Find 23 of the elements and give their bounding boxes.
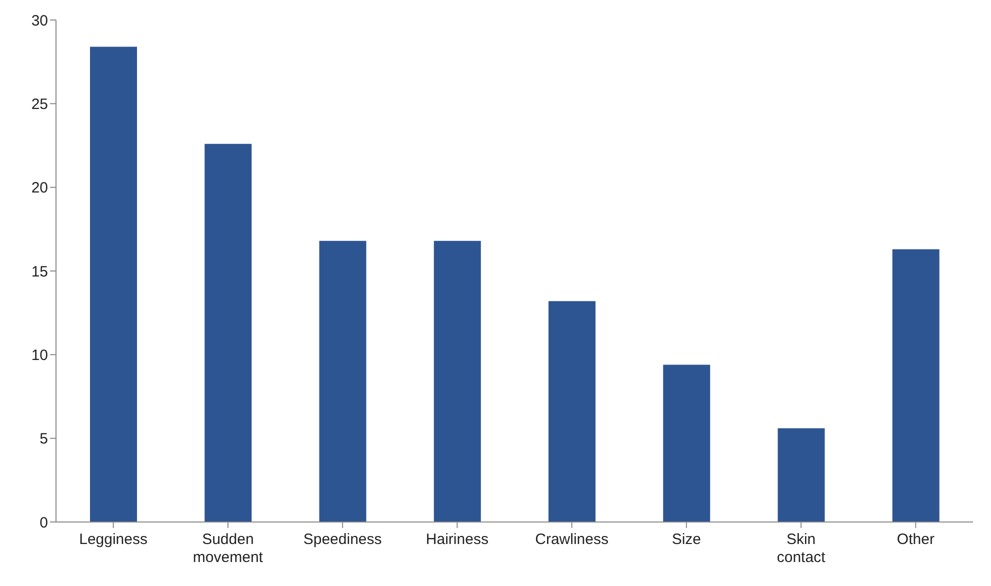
y-tick-label: 0 <box>40 514 48 532</box>
x-tick-label: Other <box>896 531 934 548</box>
bar <box>319 240 366 522</box>
bar <box>204 144 252 522</box>
y-tick-label: 20 <box>31 180 48 197</box>
bar <box>548 301 596 522</box>
x-tick-label: Crawliness <box>535 531 608 548</box>
bar <box>663 364 710 522</box>
bar <box>778 428 825 522</box>
x-tick-label: Skin contact <box>776 531 826 566</box>
x-tick-label: Legginess <box>79 531 148 548</box>
bar <box>434 240 481 522</box>
x-tick-label: Size <box>672 531 702 548</box>
y-tick-label: 25 <box>31 96 48 113</box>
y-tick-label: 15 <box>31 263 48 280</box>
x-tick-label: Hairiness <box>426 531 488 548</box>
bar <box>892 249 940 522</box>
x-tick-label: Speediness <box>303 531 382 548</box>
y-tick-label: 5 <box>40 430 48 448</box>
y-tick-label: 30 <box>31 12 48 30</box>
bar <box>90 46 137 522</box>
x-tick-label: Sudden movement <box>192 531 264 566</box>
y-tick-label: 10 <box>31 346 48 364</box>
